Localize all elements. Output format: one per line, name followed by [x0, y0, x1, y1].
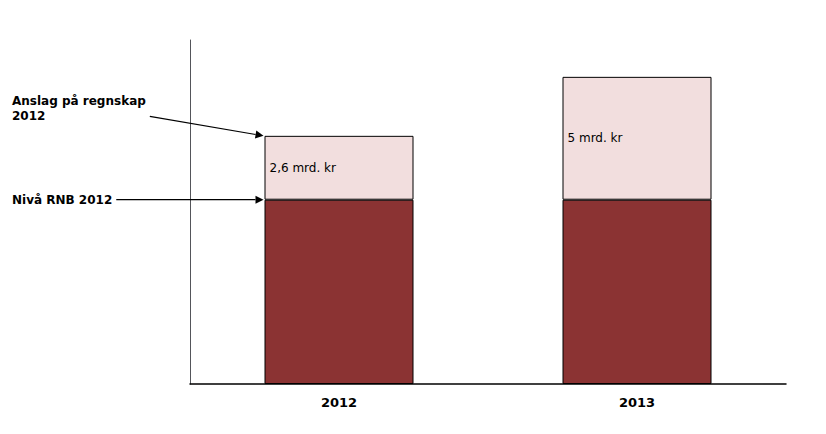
svg-text:2012: 2012	[321, 395, 357, 410]
svg-text:Anslag på regnskap: Anslag på regnskap	[12, 94, 146, 108]
svg-text:5 mrd. kr: 5 mrd. kr	[568, 131, 623, 145]
svg-text:Nivå RNB 2012: Nivå RNB 2012	[12, 193, 112, 207]
svg-text:2,6 mrd. kr: 2,6 mrd. kr	[270, 161, 337, 175]
svg-text:2012: 2012	[12, 109, 45, 123]
svg-text:2013: 2013	[619, 395, 655, 410]
